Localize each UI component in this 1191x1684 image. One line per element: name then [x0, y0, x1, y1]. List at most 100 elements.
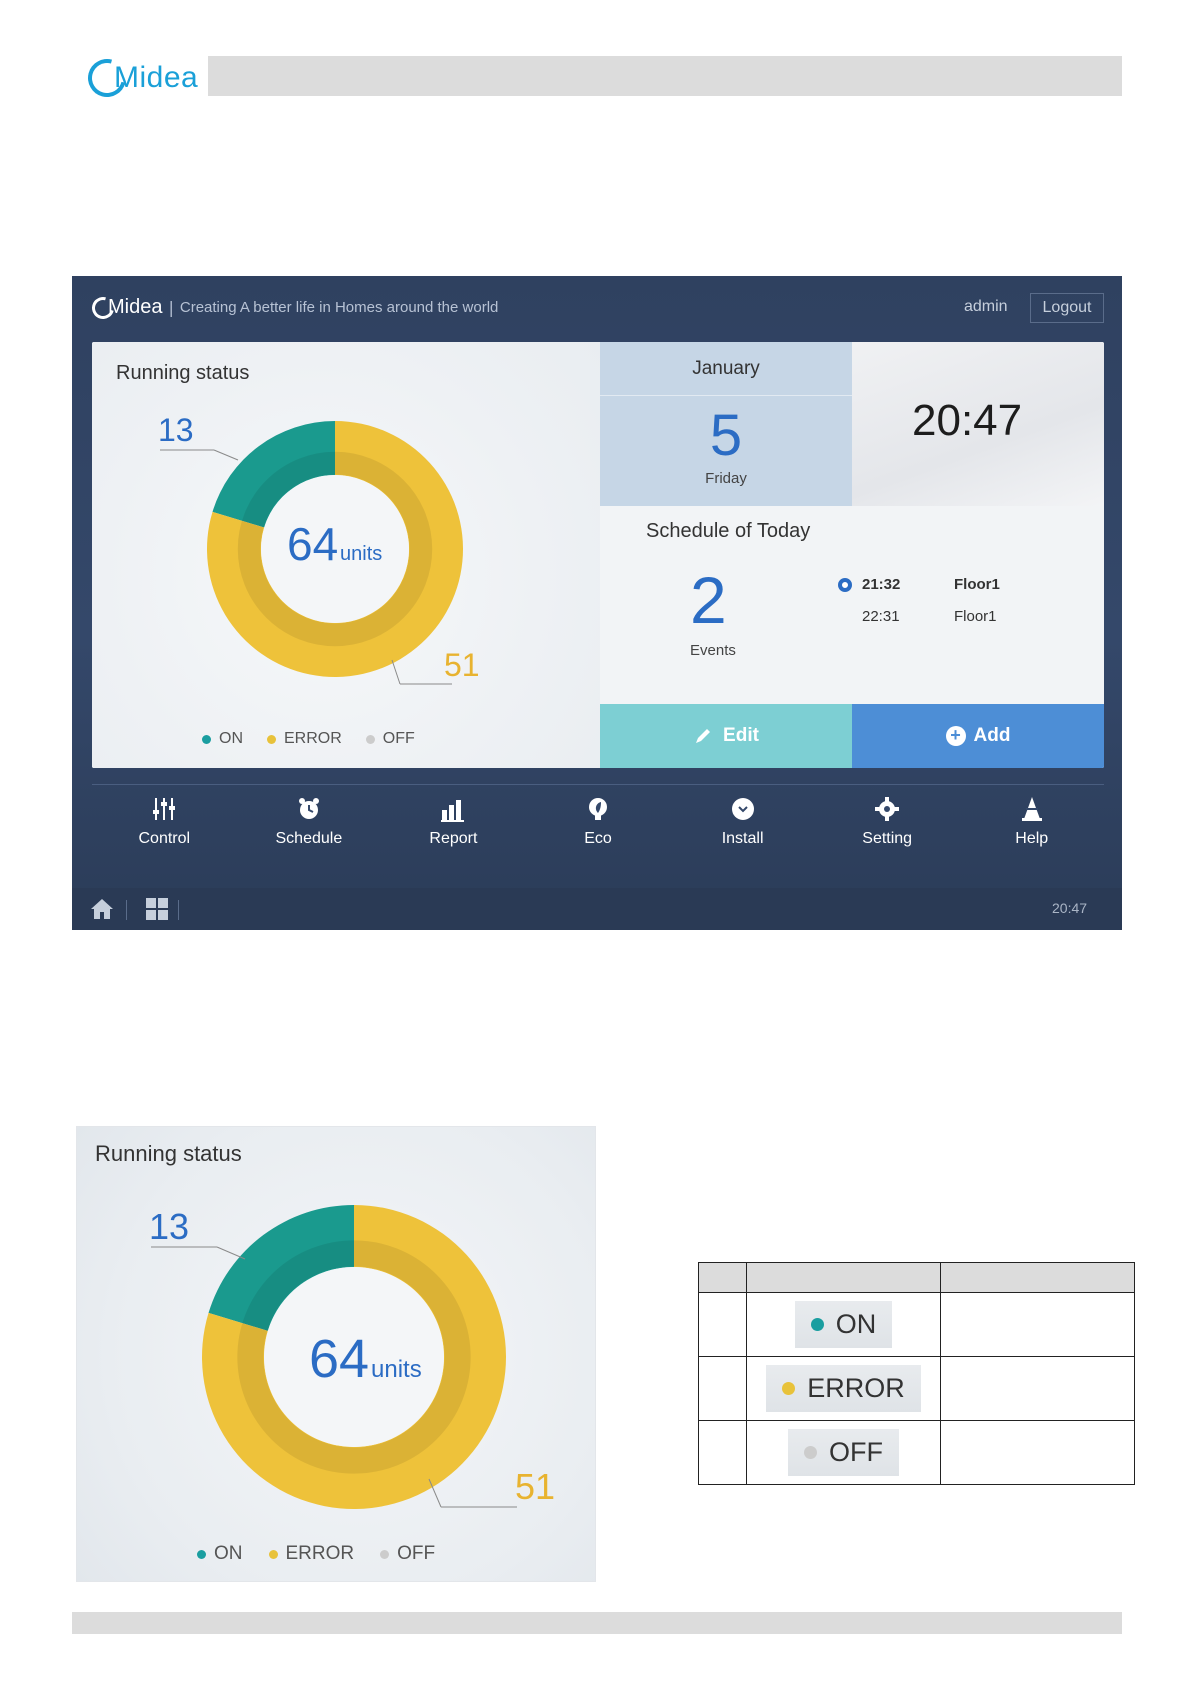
schedule-event[interactable]: 21:32 Floor1: [838, 576, 1000, 593]
gear-icon: [872, 794, 902, 824]
midea-logo-icon: [81, 52, 133, 104]
nav-eco[interactable]: Eco: [526, 794, 671, 874]
logout-button[interactable]: Logout: [1030, 293, 1104, 323]
pencil-icon: [696, 729, 711, 743]
off-dot-icon: [365, 734, 375, 744]
table-header-row: [698, 1262, 1135, 1293]
donut-segments: [202, 1205, 507, 1509]
on-count-label: 13: [149, 1206, 189, 1247]
table-cell: [698, 1356, 747, 1421]
app-logo: Midea | Creating A better life in Homes …: [87, 292, 499, 323]
schedule-event[interactable]: 22:31 Floor1: [838, 608, 997, 625]
on-leader-line: [216, 1246, 246, 1260]
nav-label: Setting: [862, 830, 913, 847]
nav-install[interactable]: Install: [670, 794, 815, 874]
nav-label: Schedule: [275, 830, 343, 847]
error-dot-icon: [782, 1382, 796, 1395]
nav-setting[interactable]: Setting: [815, 794, 960, 874]
status-bar: 20:47: [72, 888, 1122, 930]
event-time: 22:31: [862, 608, 900, 625]
on-dot-icon: [810, 1318, 824, 1331]
doc-header-bar: [208, 56, 1122, 96]
divider: [126, 900, 127, 920]
active-radio-icon: [838, 578, 852, 592]
nav-control[interactable]: Control: [92, 794, 237, 874]
event-spacer: [838, 608, 862, 625]
schedule-count: 2: [690, 563, 727, 637]
donut-slice-on: [208, 1205, 354, 1331]
off-dot-icon: [380, 1549, 390, 1559]
schedule-count-label: Events: [690, 642, 736, 659]
legend-label: ERROR: [284, 730, 342, 747]
on-leader-line: [213, 449, 239, 461]
error-dot-icon: [268, 1549, 278, 1559]
slogan: Creating A better life in Homes around t…: [179, 299, 499, 316]
zoom-legend: ON ERROR OFF: [197, 1543, 435, 1565]
ui-screenshot: Midea | Creating A better life in Homes …: [72, 276, 1122, 930]
status-chip-on: ON: [794, 1301, 893, 1348]
off-dot-icon: [804, 1446, 817, 1459]
status-chip-error: ERROR: [766, 1365, 921, 1412]
event-time: 21:32: [862, 576, 901, 593]
running-status-card[interactable]: Running status 13 51 64: [92, 342, 600, 768]
nav-help[interactable]: Help: [959, 794, 1104, 874]
nav-label: Control: [138, 830, 191, 847]
add-label: Add: [973, 725, 1011, 746]
table-cell: [940, 1356, 1135, 1421]
donut-slice-on: [212, 421, 335, 528]
nav-label: Help: [1015, 830, 1049, 847]
donut-hole: [264, 1267, 444, 1447]
legend-on: ON: [202, 730, 243, 748]
alarm-clock-icon: [294, 794, 324, 824]
legend-error: ERROR: [268, 1543, 354, 1565]
table-row: OFF: [698, 1420, 1135, 1485]
date-weekday: Friday: [705, 470, 747, 487]
bottom-nav: Control Schedule Report Eco: [92, 794, 1104, 874]
nav-label: Report: [429, 830, 478, 847]
table-header-cell: [698, 1262, 747, 1293]
table-cell: ERROR: [746, 1356, 941, 1421]
error-count-label: 51: [444, 647, 480, 683]
doc-footer-bar: [72, 1612, 1122, 1634]
date-month: January: [600, 342, 852, 396]
table-header-cell: [746, 1262, 941, 1293]
error-dot-icon: [267, 734, 276, 744]
legend-label: ON: [219, 730, 243, 747]
donut-slice-error: [202, 1205, 507, 1509]
dashboard-panel: Running status 13 51 64: [92, 342, 1104, 768]
sliders-icon: [149, 794, 179, 824]
status-legend: ON ERROR OFF: [202, 730, 415, 748]
event-place: Floor1: [954, 576, 1000, 593]
running-status-zoom: Running status 13 51 64 units ON ERROR O…: [76, 1126, 596, 1582]
legend-off: OFF: [365, 730, 415, 748]
clock-time: 20:47: [912, 396, 1023, 445]
schedule-title: Schedule of Today: [646, 520, 811, 542]
donut-inner-shade: [237, 1240, 471, 1474]
top-bar: Midea | Creating A better life in Homes …: [72, 276, 1122, 342]
plus-icon: +: [945, 726, 966, 746]
zoom-donut: 13 51 64 units: [149, 1205, 555, 1509]
total-count: 64: [287, 518, 338, 570]
clock-card: 20:47: [852, 342, 1104, 506]
running-status-title: Running status: [116, 362, 250, 384]
status-table: ON ERROR OFF: [698, 1262, 1135, 1485]
status-chip-off: OFF: [788, 1429, 899, 1476]
table-cell: OFF: [746, 1420, 941, 1485]
divider: |: [168, 298, 174, 317]
username: admin: [964, 298, 1008, 315]
add-button[interactable]: + Add: [852, 704, 1104, 768]
apps-grid-icon[interactable]: [146, 898, 168, 920]
home-icon[interactable]: [90, 898, 114, 920]
divider: [178, 900, 179, 920]
edit-button[interactable]: Edit: [600, 704, 852, 768]
table-cell: [698, 1292, 747, 1357]
nav-schedule[interactable]: Schedule: [237, 794, 382, 874]
table-cell: ON: [746, 1292, 941, 1357]
legend-label: OFF: [382, 730, 415, 747]
schedule-card[interactable]: Schedule of Today 2 Events 21:32 Floor1 …: [600, 506, 1104, 704]
zoom-title: Running status: [95, 1141, 242, 1166]
nav-report[interactable]: Report: [381, 794, 526, 874]
leaf-bulb-icon: [583, 794, 613, 824]
nav-divider: [92, 784, 1104, 785]
